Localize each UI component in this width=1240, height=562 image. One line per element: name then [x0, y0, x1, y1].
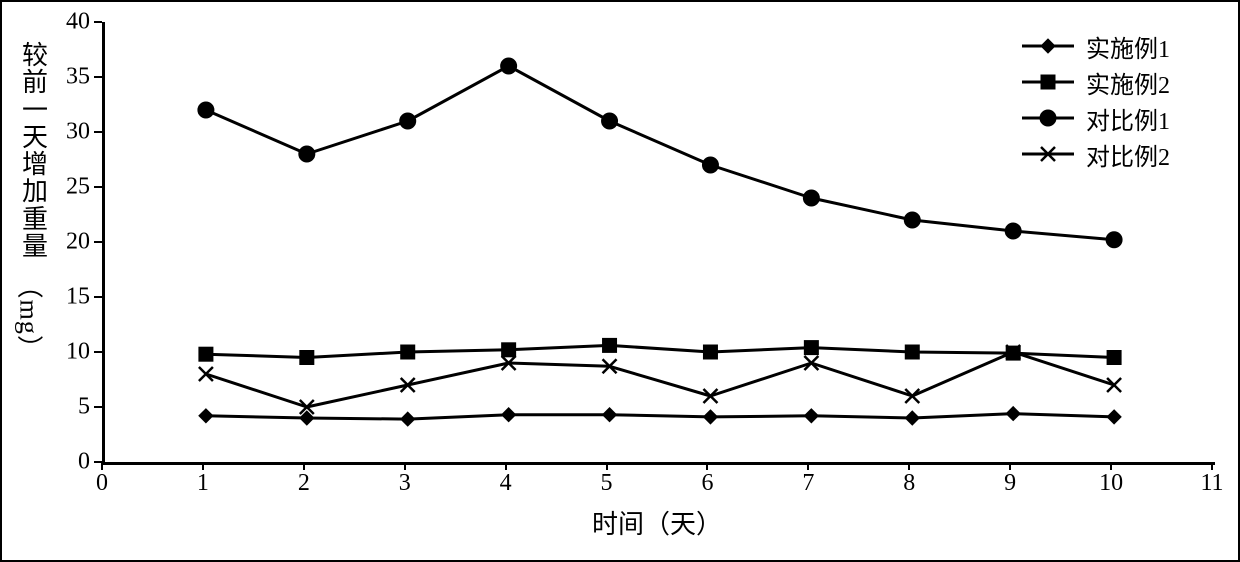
series-marker: [400, 113, 416, 129]
series-marker: [502, 343, 516, 357]
x-tick: [303, 462, 305, 470]
series-marker: [1106, 232, 1122, 248]
legend-item: 对比例2: [1020, 136, 1210, 172]
y-tick-label: 35: [30, 64, 90, 91]
x-tick: [908, 462, 910, 470]
series-line: [206, 345, 1114, 357]
series-marker: [1006, 407, 1020, 421]
legend-label: 对比例1: [1086, 101, 1170, 136]
series-marker: [1005, 223, 1021, 239]
y-tick-label: 20: [30, 229, 90, 256]
series-marker: [702, 157, 718, 173]
series-marker: [502, 408, 516, 422]
x-tick-label: 9: [1004, 470, 1016, 497]
series-marker: [804, 356, 818, 370]
x-tick-label: 0: [96, 470, 108, 497]
x-tick: [606, 462, 608, 470]
x-tick: [1211, 462, 1213, 470]
y-tick-label: 0: [30, 449, 90, 476]
x-tick: [807, 462, 809, 470]
series-line: [206, 352, 1114, 407]
x-tick: [101, 462, 103, 470]
series-line: [206, 414, 1114, 420]
y-tick-label: 10: [30, 339, 90, 366]
y-tick-label: 40: [30, 9, 90, 36]
series-marker: [703, 410, 717, 424]
x-axis-title: 时间（天）: [102, 504, 1212, 541]
series-marker: [199, 347, 213, 361]
x-tick-label: 10: [1099, 470, 1123, 497]
y-tick: [94, 76, 102, 78]
legend-item: 对比例1: [1020, 100, 1210, 136]
series-marker: [501, 58, 517, 74]
x-tick-label: 8: [903, 470, 915, 497]
series-marker: [199, 409, 213, 423]
x-tick-label: 6: [701, 470, 713, 497]
x-tick-label: 2: [298, 470, 310, 497]
series-marker: [804, 341, 818, 355]
y-tick: [94, 351, 102, 353]
series-marker: [803, 190, 819, 206]
x-tick-label: 3: [399, 470, 411, 497]
x-tick-label: 4: [500, 470, 512, 497]
y-tick: [94, 406, 102, 408]
series-marker: [401, 412, 415, 426]
x-tick-label: 11: [1200, 470, 1223, 497]
series-marker: [905, 389, 919, 403]
y-tick-label: 15: [30, 284, 90, 311]
x-tick: [505, 462, 507, 470]
series-marker: [1107, 410, 1121, 424]
x-tick-label: 7: [802, 470, 814, 497]
x-tick: [404, 462, 406, 470]
series-marker: [804, 409, 818, 423]
y-tick: [94, 296, 102, 298]
chart-frame: 较前一天增加重量 （mg） 时间（天） 实施例1实施例2对比例1对比例2 051…: [0, 0, 1240, 562]
x-tick: [1009, 462, 1011, 470]
series-line: [206, 66, 1114, 240]
series-marker: [603, 408, 617, 422]
series-marker: [904, 212, 920, 228]
series-marker: [401, 345, 415, 359]
series-marker: [602, 113, 618, 129]
legend-swatch: [1020, 70, 1076, 94]
y-tick: [94, 131, 102, 133]
y-tick-label: 25: [30, 174, 90, 201]
x-tick: [1110, 462, 1112, 470]
legend-item: 实施例1: [1020, 28, 1210, 64]
series-marker: [1107, 378, 1121, 392]
x-tick: [706, 462, 708, 470]
y-tick: [94, 241, 102, 243]
y-tick-label: 30: [30, 119, 90, 146]
series-marker: [199, 367, 213, 381]
series-marker: [300, 351, 314, 365]
legend-swatch: [1020, 142, 1076, 166]
legend-swatch: [1020, 106, 1076, 130]
series-marker: [1107, 351, 1121, 365]
series-marker: [299, 146, 315, 162]
y-tick-label: 5: [30, 394, 90, 421]
legend-item: 实施例2: [1020, 64, 1210, 100]
series-marker: [905, 411, 919, 425]
legend-label: 对比例2: [1086, 137, 1170, 172]
series-marker: [905, 345, 919, 359]
legend-swatch: [1020, 34, 1076, 58]
x-tick-label: 5: [601, 470, 613, 497]
y-tick: [94, 21, 102, 23]
series-marker: [603, 338, 617, 352]
x-tick: [202, 462, 204, 470]
series-marker: [198, 102, 214, 118]
legend-label: 实施例1: [1086, 29, 1170, 64]
y-tick: [94, 186, 102, 188]
x-tick-label: 1: [197, 470, 209, 497]
legend: 实施例1实施例2对比例1对比例2: [1020, 28, 1210, 172]
legend-label: 实施例2: [1086, 65, 1170, 100]
series-marker: [703, 345, 717, 359]
